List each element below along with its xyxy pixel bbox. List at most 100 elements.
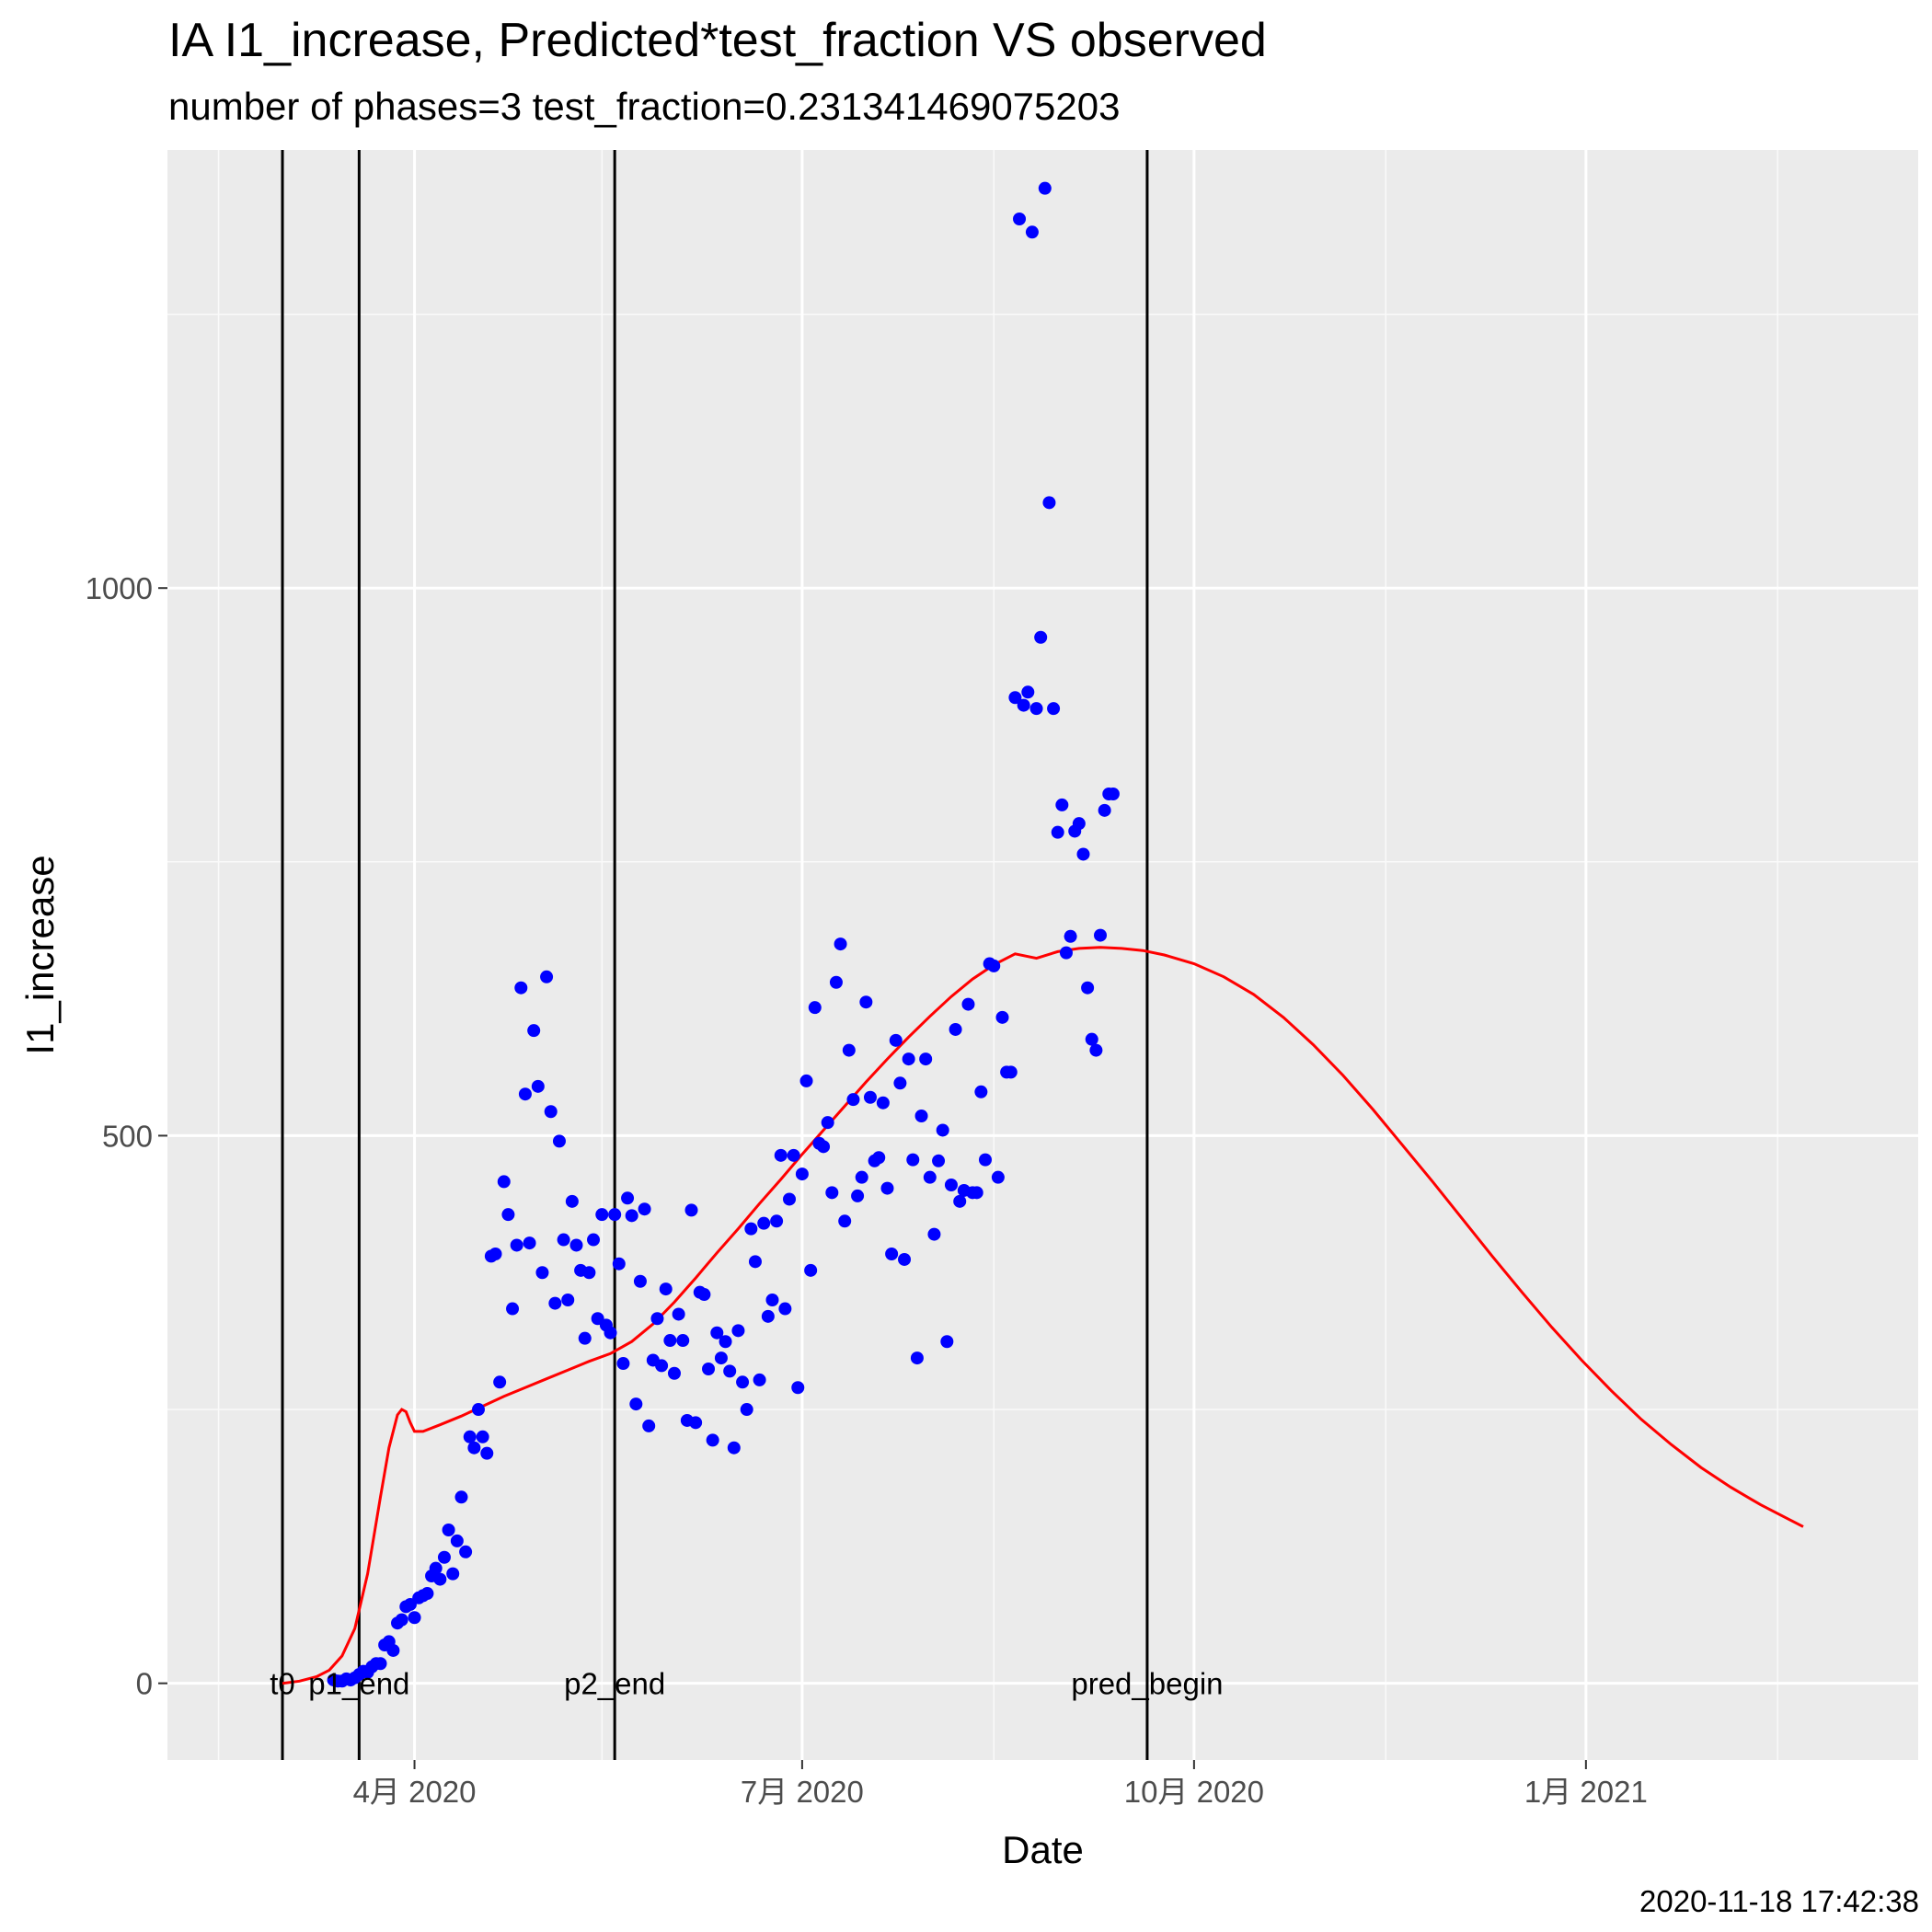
observed-point [608,1208,622,1222]
observed-point [1017,698,1030,712]
observed-point [736,1375,750,1389]
y-axis-title: I1_increase [18,855,62,1054]
observed-point [587,1233,601,1247]
observed-point [1029,702,1043,716]
observed-point [663,1334,677,1348]
observed-point [876,1096,890,1110]
observed-point [753,1373,766,1386]
observed-point [1098,803,1111,817]
phase-label: p1_end [308,1667,409,1701]
observed-points-layer [327,181,1120,1688]
observed-point [1047,702,1061,716]
observed-point [1021,685,1035,699]
observed-point [1013,213,1027,225]
observed-point [531,1079,545,1093]
observed-point [1004,1065,1018,1079]
observed-point [834,937,847,951]
observed-point [757,1216,771,1230]
observed-point [459,1545,473,1558]
observed-point [497,1175,511,1189]
observed-point [625,1209,638,1223]
observed-point [702,1363,716,1375]
x-axis-title: Date [1002,1828,1084,1871]
x-tick-label: 1月 2021 [1524,1775,1648,1809]
observed-point [949,1022,962,1036]
observed-point [953,1194,967,1208]
x-tick-label: 10月 2020 [1124,1775,1264,1809]
observed-point [1064,929,1077,943]
observed-point [480,1446,494,1460]
observed-point [667,1366,681,1380]
observed-point [880,1181,894,1195]
observed-point [621,1191,635,1205]
observed-point [902,1052,915,1066]
observed-point [719,1335,732,1349]
observed-point [795,1167,809,1181]
observed-point [961,997,975,1011]
observed-point [859,995,873,1009]
phase-label: pred_begin [1071,1667,1223,1701]
observed-point [910,1351,924,1365]
observed-point [1076,847,1090,861]
observed-point [1034,630,1048,644]
observed-point [731,1324,745,1338]
observed-point [970,1186,983,1200]
observed-point [672,1307,685,1321]
x-tick-label: 4月 2020 [353,1775,477,1809]
observed-point [437,1550,451,1564]
observed-point [1106,788,1120,800]
observed-point [991,1170,1005,1184]
observed-point [821,1116,834,1130]
observed-point [472,1403,486,1417]
observed-point [898,1252,912,1266]
observed-point [616,1357,630,1371]
timestamp: 2020-11-18 17:42:38 [1639,1884,1919,1918]
observed-point [906,1153,920,1167]
observed-point [595,1208,609,1222]
observed-point [446,1567,460,1581]
observed-point [523,1236,536,1250]
observed-point [940,1335,954,1349]
observed-point [761,1309,775,1323]
observed-point [723,1364,737,1378]
observed-point [791,1381,805,1395]
observed-point [838,1214,852,1228]
observed-point [744,1222,758,1236]
observed-point [655,1359,669,1373]
observed-point [629,1397,643,1411]
observed-point [467,1441,481,1455]
observed-point [1085,1032,1098,1046]
observed-point [1059,946,1073,960]
observed-point [659,1282,673,1296]
observed-point [740,1403,753,1417]
observed-point [851,1189,865,1202]
observed-point [689,1416,703,1430]
x-tick-label: 7月 2020 [741,1775,864,1809]
phase-label: t0 [270,1667,295,1701]
observed-point [842,1043,856,1057]
observed-point [578,1331,592,1345]
observed-point [697,1288,711,1302]
observed-point [633,1274,647,1288]
observed-point [944,1179,958,1191]
observed-point [1072,817,1086,831]
observed-point [552,1134,566,1148]
observed-point [395,1613,408,1627]
observed-point [569,1238,583,1252]
observed-point [783,1192,797,1206]
observed-point [548,1296,562,1310]
observed-point [408,1611,421,1625]
observed-point [374,1657,387,1671]
chart-title: IA I1_increase, Predicted*test_fraction … [168,14,1267,67]
phase-label: p2_end [564,1667,665,1701]
observed-point [808,1001,822,1015]
observed-point [638,1202,651,1216]
observed-point [650,1312,664,1326]
observed-point [995,1010,1009,1024]
observed-point [974,1085,988,1098]
observed-point [540,970,554,983]
observed-point [1042,496,1056,510]
observed-point [1008,691,1022,705]
observed-point [450,1534,464,1547]
